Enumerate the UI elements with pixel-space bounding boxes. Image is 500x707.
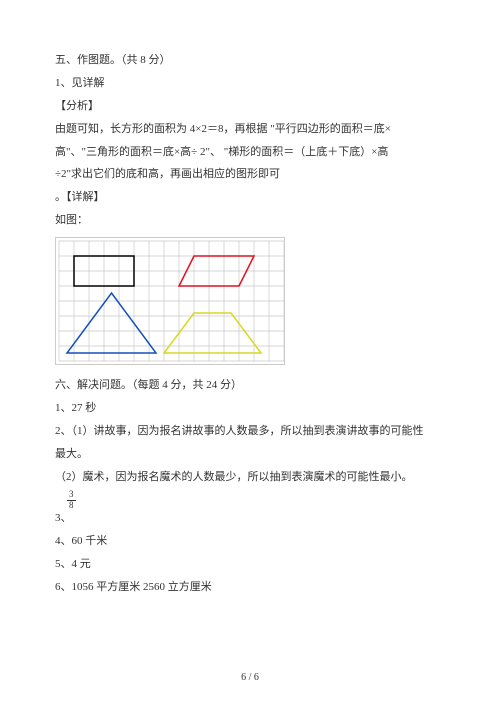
section6-item5: 5、4 元	[55, 554, 445, 575]
analysis-line1: 由题可知，长方形的面积为 4×2＝8，再根据 "平行四边形的面积＝底×	[55, 119, 445, 140]
fraction-numerator: 3	[67, 490, 76, 501]
section6-item3-prefix: 3、	[55, 508, 445, 529]
section6-item4: 4、60 千米	[55, 531, 445, 552]
section6-item3: 3 8	[55, 490, 445, 511]
section6-title: 六、解决问题。（每题 4 分，共 24 分）	[55, 375, 445, 396]
section6-item2a: 2、（1）讲故事，因为报名讲故事的人数最多，所以抽到表演讲故事的可能性	[55, 421, 445, 442]
analysis-line2: 高"、"三角形的面积＝底×高÷ 2"、 "梯形的面积＝（上底＋下底）×高	[55, 142, 445, 163]
section6-item6: 6、1056 平方厘米 2560 立方厘米	[55, 577, 445, 598]
section5-title: 五、作图题。（共 8 分）	[55, 50, 445, 71]
section6-item2c: （2）魔术，因为报名魔术的人数最少，所以抽到表演魔术的可能性最小。	[55, 467, 445, 488]
analysis-label: 【分析】	[55, 96, 445, 117]
detail-label: 。【详解】	[55, 187, 445, 208]
analysis-line3: ÷2"求出它们的底和高，再画出相应的图形即可	[55, 164, 445, 185]
section5-item1: 1、见详解	[55, 73, 445, 94]
section6-item1: 1、27 秒	[55, 398, 445, 419]
asshown-label: 如图：	[55, 210, 445, 231]
page-footer: 6 / 6	[0, 668, 500, 687]
section6-item2b: 最大。	[55, 444, 445, 465]
fraction-3-8: 3 8	[67, 490, 76, 511]
geometry-figure	[55, 237, 285, 365]
